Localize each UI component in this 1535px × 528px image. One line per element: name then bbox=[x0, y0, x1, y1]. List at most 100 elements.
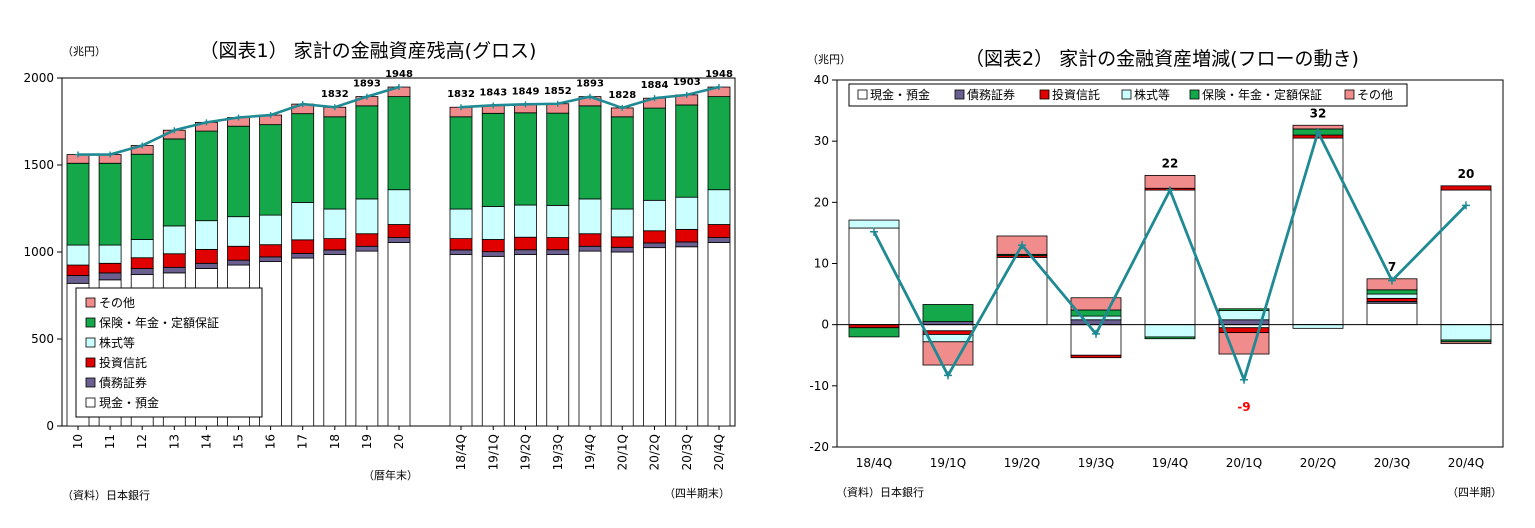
chart1-bar-segment bbox=[449, 254, 473, 427]
chart1-bar-segment bbox=[130, 257, 154, 269]
chart2-xtick-label: 20/3Q bbox=[1374, 456, 1410, 470]
chart1-ytick-label: 2000 bbox=[23, 71, 54, 85]
chart1-total-marker bbox=[522, 101, 529, 108]
chart1-xtick-label: 19/4Q bbox=[583, 434, 597, 470]
chart1-bar-segment bbox=[194, 248, 218, 264]
chart1-bar-segment bbox=[546, 112, 570, 206]
chart1-xlabel-right: （四半期末） bbox=[664, 486, 730, 500]
chart1-total-marker bbox=[75, 151, 81, 158]
chart2-legend-label: 株式等 bbox=[1134, 87, 1170, 102]
chart2-bar-segment bbox=[1144, 324, 1196, 338]
chart1-bar-segment bbox=[707, 189, 731, 225]
chart2-total-marker bbox=[1092, 329, 1100, 338]
chart1-xtick-label: 12 bbox=[135, 434, 149, 449]
chart1-xtick-label: 20/4Q bbox=[712, 434, 726, 470]
chart1-bar-segment bbox=[355, 105, 379, 200]
chart2-xtick-label: 20/1Q bbox=[1226, 456, 1262, 470]
chart1-bar-segment bbox=[291, 202, 315, 241]
chart1-bar-segment bbox=[162, 266, 186, 274]
chart1-bar-segment bbox=[514, 254, 537, 427]
chart1-bar-segment bbox=[707, 224, 731, 238]
chart2-xtick-label: 19/3Q bbox=[1078, 456, 1114, 470]
chart1-bar-segment bbox=[227, 259, 250, 266]
chart1-bar-segment bbox=[546, 237, 570, 251]
chart2-ytick-label: 0 bbox=[821, 318, 829, 332]
chart2-total-marker bbox=[944, 371, 952, 380]
chart1-bar-segment bbox=[707, 96, 731, 191]
chart1-bar-segment bbox=[323, 208, 347, 240]
chart1-total-marker bbox=[267, 112, 274, 119]
chart1-total-label: 1849 bbox=[512, 86, 540, 97]
chart1-total-label: 1832 bbox=[447, 89, 475, 100]
chart1-total-marker bbox=[203, 119, 210, 126]
chart1-xtick-label: 10 bbox=[71, 434, 85, 449]
chart2-xtick-label: 19/1Q bbox=[930, 456, 966, 470]
chart1-ytick-label: 0 bbox=[46, 419, 54, 433]
chart1-bar-segment bbox=[291, 257, 315, 427]
chart1-bar-segment bbox=[291, 113, 315, 203]
chart1-bar-segment bbox=[481, 112, 505, 207]
chart1-total-label: 1948 bbox=[705, 69, 733, 80]
chart1-bar-segment bbox=[481, 206, 505, 240]
chart2-legend-swatch bbox=[1039, 89, 1050, 100]
chart1-bar-segment bbox=[355, 198, 379, 235]
chart2-bar-segment bbox=[1218, 308, 1270, 311]
chart1-bar-segment bbox=[643, 247, 666, 427]
chart1-total-marker bbox=[139, 142, 146, 149]
chart1-bar-segment bbox=[98, 162, 122, 246]
chart1-ytick-label: 500 bbox=[31, 332, 54, 346]
chart1-total-marker bbox=[299, 101, 306, 108]
chart2-legend-swatch bbox=[954, 89, 965, 100]
chart1-total-label: 1893 bbox=[353, 79, 381, 90]
chart2-ylabel: （兆円） bbox=[807, 53, 851, 66]
chart1-legend-swatch bbox=[85, 377, 96, 388]
chart2-total-label: -9 bbox=[1237, 400, 1250, 414]
chart1-bar-segment bbox=[514, 249, 537, 256]
chart1-total-label: 1948 bbox=[385, 69, 413, 80]
chart1-total-marker bbox=[458, 104, 464, 111]
chart2-xtick-label: 19/2Q bbox=[1004, 456, 1040, 470]
chart2-total-marker bbox=[1166, 186, 1174, 195]
chart1-bar-segment bbox=[643, 199, 666, 232]
chart2-xtick-label: 20/2Q bbox=[1300, 456, 1336, 470]
chart2-title: （図表2） 家計の金融資産増減(フローの動き) bbox=[965, 48, 1359, 70]
chart1-xtick-label: 16 bbox=[264, 434, 278, 449]
chart2-bar-segment bbox=[1440, 189, 1492, 326]
chart1-total-marker bbox=[619, 104, 626, 111]
chart1-bar-segment bbox=[387, 96, 411, 191]
chart1-total-label: 1852 bbox=[544, 86, 572, 97]
chart1-bar-segment bbox=[387, 237, 411, 243]
chart2-ytick-label: 30 bbox=[814, 134, 829, 148]
chart1-bar-segment bbox=[578, 105, 602, 200]
chart1-bar-segment bbox=[323, 254, 347, 427]
chart2-bar-segment bbox=[1366, 297, 1418, 302]
chart1-bar-segment bbox=[578, 233, 602, 247]
chart2-xtick-label: 19/4Q bbox=[1152, 456, 1188, 470]
chart1-bar-segment bbox=[578, 198, 602, 235]
chart2-legend: 現金・預金 債務証券 投資信託 株式等 保険・年金・定額保証 その他 bbox=[848, 83, 1408, 107]
chart1-legend-label: 保険・年金・定額保証 bbox=[99, 315, 219, 330]
chart1-bar-segment bbox=[707, 237, 731, 243]
chart2-ytick-label: -10 bbox=[809, 379, 829, 393]
chart1-bar-segment bbox=[578, 250, 602, 427]
chart1-bar-segment bbox=[387, 189, 411, 225]
chart2-legend-label: 投資信託 bbox=[1052, 87, 1100, 102]
chart1-bar-segment bbox=[194, 130, 218, 222]
chart1-bar-segment bbox=[355, 250, 379, 427]
chart1-legend-swatch bbox=[85, 357, 96, 368]
chart1-xtick-label: 13 bbox=[167, 434, 181, 449]
chart2-legend-swatch bbox=[857, 89, 868, 100]
chart1-xtick-label: 14 bbox=[199, 434, 213, 449]
chart1-bar-segment bbox=[227, 216, 250, 247]
chart2-total-marker bbox=[1462, 201, 1470, 210]
chart2-total-marker bbox=[870, 227, 878, 236]
chart1-total-label: 1832 bbox=[321, 89, 349, 100]
chart1-legend-label: 現金・預金 bbox=[99, 395, 159, 410]
chart2-bar-segment bbox=[1440, 341, 1492, 345]
chart1-bar-segment bbox=[610, 246, 634, 253]
chart1-bar-segment bbox=[66, 275, 90, 284]
chart1-bar-segment bbox=[675, 246, 699, 427]
chart1-bar-segment bbox=[675, 241, 699, 248]
